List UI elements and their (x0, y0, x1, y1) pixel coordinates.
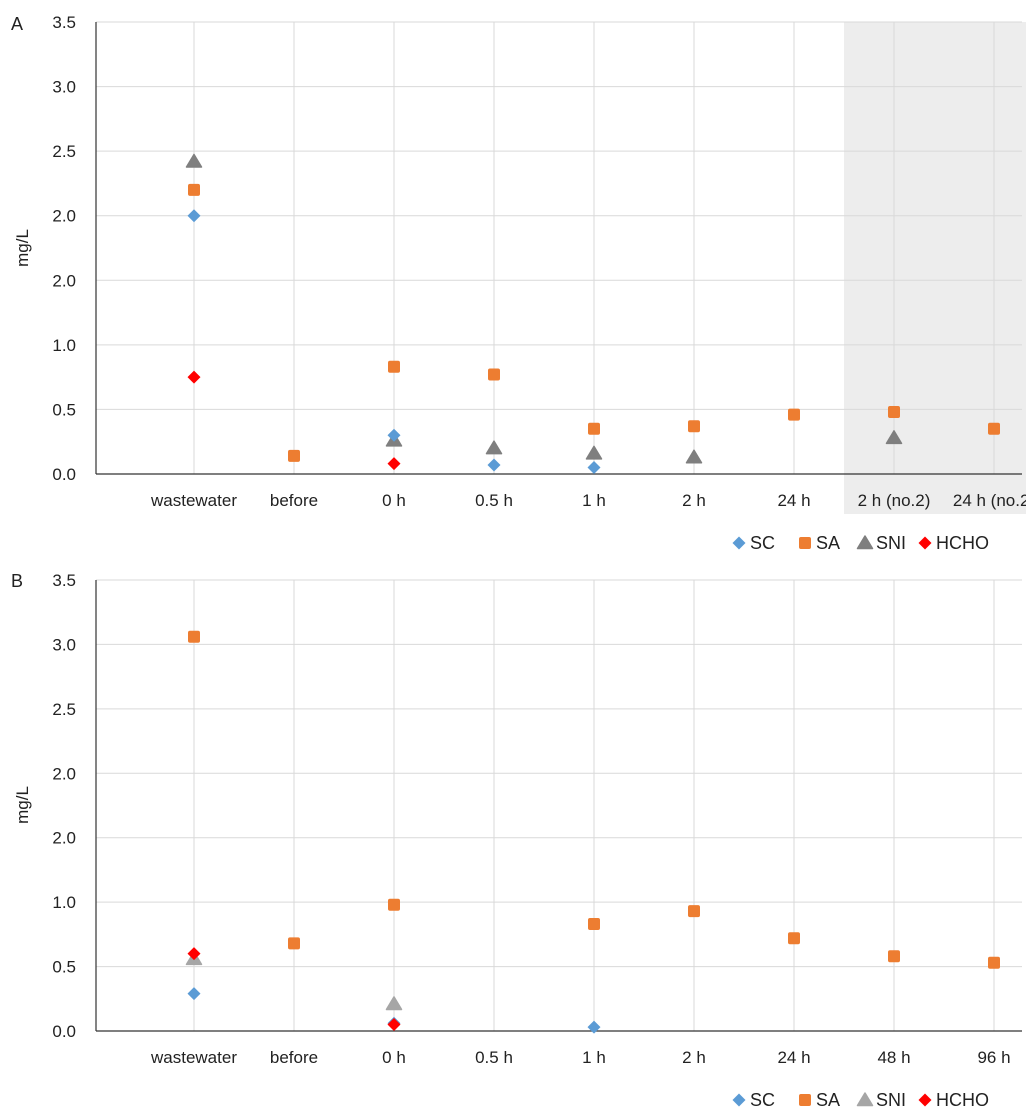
legend-marker-sc (732, 536, 746, 550)
x-tick-label: 0.5 h (475, 491, 513, 510)
point-sc (587, 461, 601, 475)
panel-label-a: A (11, 14, 23, 34)
point-sa (988, 956, 1000, 969)
series-hcho (187, 947, 401, 1032)
point-sa (788, 408, 800, 421)
x-tick-label: 24 h (no.2) (953, 491, 1026, 510)
legend-label-sc: SC (750, 1090, 775, 1110)
x-tick-label: 2 h (682, 1048, 706, 1067)
y-tick-label: 0.5 (52, 958, 76, 977)
point-hcho (187, 370, 201, 384)
series-sa (188, 630, 1000, 969)
legend-marker-hcho (918, 1093, 932, 1107)
point-hcho (387, 457, 401, 471)
legend-label-sc: SC (750, 533, 775, 553)
x-tick-label: 0 h (382, 491, 406, 510)
point-sa (288, 937, 300, 950)
point-sa (188, 630, 200, 643)
series-sc (187, 209, 601, 475)
point-sa (388, 360, 400, 373)
y-tick-label: 2.5 (52, 142, 76, 161)
x-tick-label: 1 h (582, 1048, 606, 1067)
legend-label-hcho: HCHO (936, 1090, 989, 1110)
y-tick-label: 0.0 (52, 465, 76, 484)
point-sa (188, 183, 200, 196)
point-sa (288, 449, 300, 462)
point-sa (388, 898, 400, 911)
x-tick-label: before (270, 491, 318, 510)
y-tick-label: 2.0 (52, 271, 76, 290)
legend-marker-hcho (918, 536, 932, 550)
legend-marker-sc (732, 1093, 746, 1107)
point-sa (488, 368, 500, 381)
legend: SC SA SNI HCHO (732, 533, 989, 553)
panel-a: A 0.0 0.5 1.0 2.0 2.0 2.5 3.0 3.5 wastewater befo… (11, 13, 1026, 553)
point-sa (888, 406, 900, 419)
point-sc (387, 428, 401, 442)
legend-marker-sni (856, 1092, 874, 1107)
legend-label-sni: SNI (876, 1090, 906, 1110)
y-tick-label: 1.0 (52, 336, 76, 355)
point-sni (685, 449, 703, 464)
y-tick-label: 2.0 (52, 764, 76, 783)
y-tick-label: 0.5 (52, 400, 76, 419)
x-tick-label: 1 h (582, 491, 606, 510)
y-tick-label: 2.0 (52, 829, 76, 848)
point-sa (788, 932, 800, 945)
y-tick-label: 3.0 (52, 78, 76, 97)
point-sni (185, 153, 203, 168)
x-tick-label: 48 h (877, 1048, 910, 1067)
point-sc (487, 458, 501, 472)
shaded-region (844, 22, 1026, 514)
x-tick-label: 96 h (977, 1048, 1010, 1067)
x-tick-label: before (270, 1048, 318, 1067)
point-sni (885, 430, 903, 445)
x-tick-label: wastewater (150, 491, 237, 510)
series-sa (188, 183, 1000, 462)
y-tick-label: 2.0 (52, 207, 76, 226)
point-sni (385, 996, 403, 1011)
point-sa (588, 918, 600, 931)
point-sc (187, 987, 201, 1001)
legend-label-sni: SNI (876, 533, 906, 553)
panel-label-b: B (11, 571, 23, 591)
y-tick-label: 1.0 (52, 893, 76, 912)
point-sa (988, 422, 1000, 435)
point-hcho (187, 947, 201, 961)
x-tick-label: 0 h (382, 1048, 406, 1067)
series-hcho (187, 370, 401, 471)
y-tick-label: 3.5 (52, 571, 76, 590)
x-tick-label: 2 h (682, 491, 706, 510)
y-tick-label: 2.5 (52, 700, 76, 719)
point-sa (588, 422, 600, 435)
point-sc (187, 209, 201, 223)
point-hcho (387, 1018, 401, 1032)
series-sni (185, 153, 903, 464)
point-sni (585, 445, 603, 460)
point-sa (688, 420, 700, 433)
legend-marker-sa (799, 537, 811, 549)
point-sni (485, 440, 503, 455)
x-tick-label: 24 h (777, 491, 810, 510)
point-sa (688, 905, 700, 918)
y-axis-label: mg/L (13, 786, 32, 824)
y-axis-label: mg/L (13, 229, 32, 267)
y-tick-label: 0.0 (52, 1022, 76, 1041)
legend-label-sa: SA (816, 1090, 840, 1110)
legend-marker-sa (799, 1094, 811, 1106)
legend-label-hcho: HCHO (936, 533, 989, 553)
x-tick-label: 24 h (777, 1048, 810, 1067)
legend-marker-sni (856, 535, 874, 550)
x-tick-label: 0.5 h (475, 1048, 513, 1067)
legend: SC SA SNI HCHO (732, 1090, 989, 1110)
x-tick-label: wastewater (150, 1048, 237, 1067)
x-tick-label: 2 h (no.2) (858, 491, 931, 510)
panel-b: B 0.0 0.5 1.0 2.0 2.0 2.5 3.0 3.5 wastewater befo… (11, 571, 1022, 1110)
point-sc (587, 1020, 601, 1034)
point-sa (888, 950, 900, 963)
y-tick-label: 3.0 (52, 635, 76, 654)
legend-label-sa: SA (816, 533, 840, 553)
y-tick-label: 3.5 (52, 13, 76, 32)
